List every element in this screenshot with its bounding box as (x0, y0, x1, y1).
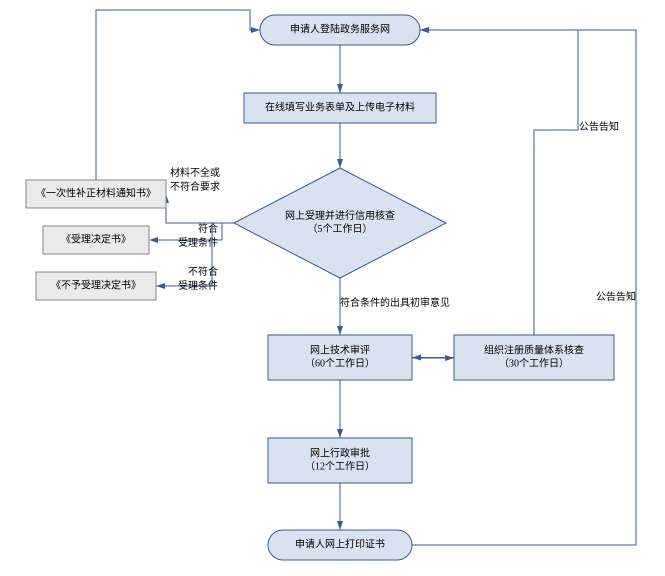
edge (412, 30, 636, 545)
edge (420, 30, 578, 335)
node-label: 网上行政审批 (310, 446, 370, 459)
nodes: 申请人登陆政务服务网在线填写业务表单及上传电子材料网上受理并进行信用核查（5个工… (26, 15, 614, 560)
node-label: （12个工作日） (305, 460, 375, 472)
flowchart: 材料不全或不符合要求符合受理条件不符合受理条件符合条件的出具初审意见公告告知公告… (0, 0, 665, 576)
edge (96, 10, 260, 180)
edge-label: 不符合要求 (170, 180, 220, 193)
edge-label: 不符合 (188, 265, 218, 278)
node-label: 在线填写业务表单及上传电子材料 (265, 100, 415, 113)
node-label: 《受理决定书》 (61, 232, 131, 245)
node-label: 申请人网上打印证书 (295, 537, 385, 550)
edge-label: 公告告知 (579, 120, 619, 133)
edge (166, 194, 234, 223)
node-label: 《一次性补正材料通知书》 (36, 186, 156, 199)
edge-label: 公告告知 (596, 290, 636, 303)
node-label: 网上受理并进行信用核查 (285, 209, 395, 222)
edge-label: 符合 (198, 222, 218, 235)
node-label: 网上技术审评 (310, 343, 370, 356)
node-label: 组织注册质量体系核查 (484, 343, 584, 356)
node-label: （5个工作日） (308, 223, 373, 235)
node-label: 申请人登陆政务服务网 (290, 22, 390, 35)
node-label: （60个工作日） (305, 357, 375, 369)
node-label: （30个工作日） (499, 357, 569, 369)
edge-label: 符合条件的出具初审意见 (340, 296, 450, 309)
node-label: 《不予受理决定书》 (51, 278, 141, 291)
edge-label: 受理条件 (178, 279, 218, 292)
edge-label: 材料不全或 (170, 166, 220, 179)
